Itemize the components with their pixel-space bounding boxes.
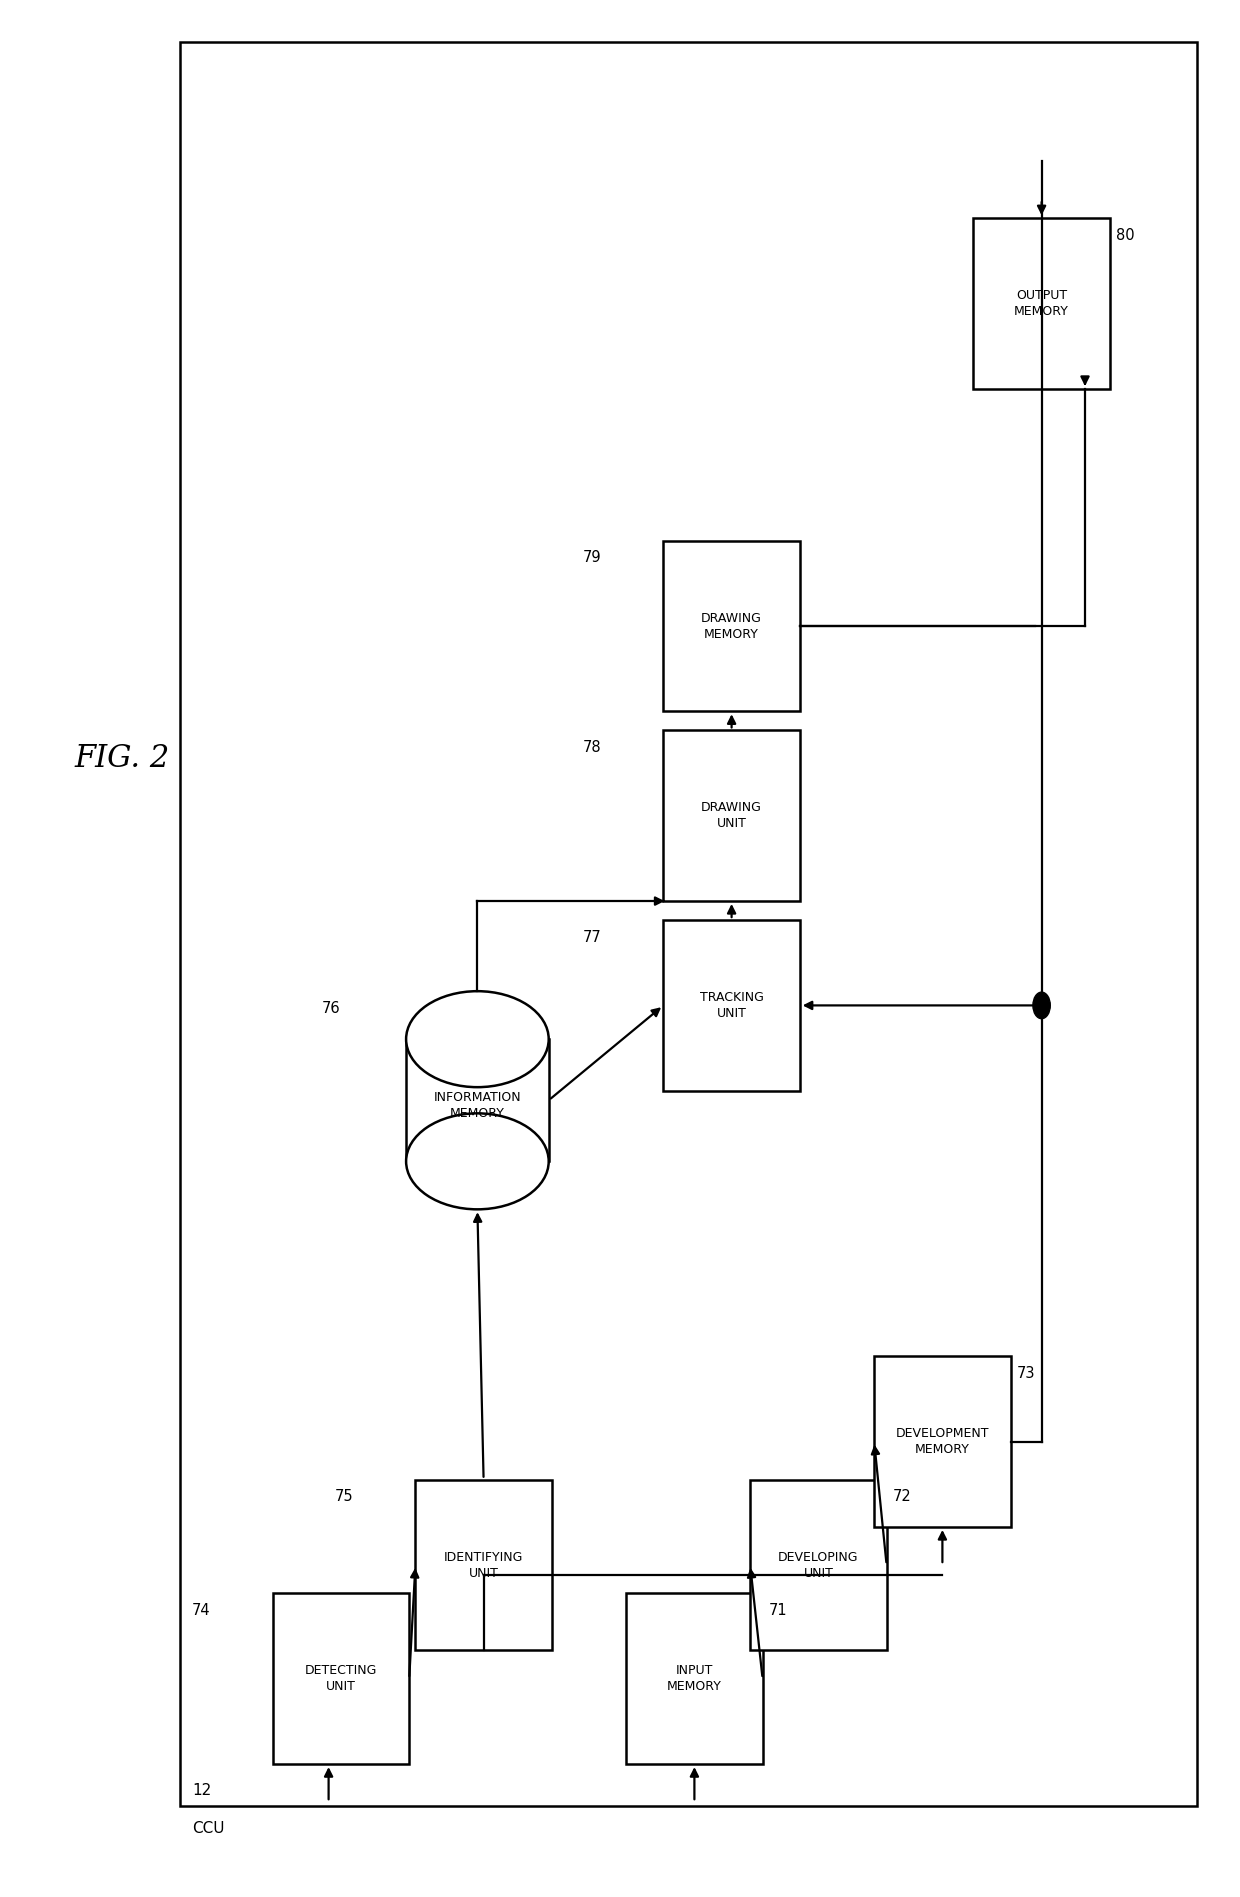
Text: 72: 72 bbox=[893, 1489, 911, 1504]
Text: DRAWING
MEMORY: DRAWING MEMORY bbox=[701, 611, 763, 641]
Text: 12: 12 bbox=[192, 1783, 212, 1798]
Text: DRAWING
UNIT: DRAWING UNIT bbox=[701, 801, 763, 831]
Text: INFORMATION
MEMORY: INFORMATION MEMORY bbox=[434, 1091, 521, 1119]
Bar bbox=[874, 1356, 1011, 1527]
Text: 71: 71 bbox=[769, 1603, 787, 1618]
Circle shape bbox=[1033, 992, 1050, 1019]
Ellipse shape bbox=[405, 1114, 549, 1210]
Bar bbox=[273, 1593, 409, 1764]
Bar bbox=[415, 1480, 552, 1650]
Bar bbox=[750, 1480, 887, 1650]
Text: 73: 73 bbox=[1017, 1366, 1035, 1381]
Ellipse shape bbox=[405, 990, 549, 1087]
Text: 78: 78 bbox=[583, 740, 601, 755]
Bar bbox=[663, 920, 800, 1091]
Bar bbox=[663, 730, 800, 901]
Text: 79: 79 bbox=[583, 550, 601, 565]
Text: 76: 76 bbox=[322, 1002, 341, 1015]
Bar bbox=[663, 541, 800, 711]
Bar bbox=[626, 1593, 763, 1764]
Text: DEVELOPING
UNIT: DEVELOPING UNIT bbox=[779, 1550, 858, 1580]
Text: 74: 74 bbox=[192, 1603, 211, 1618]
Text: CCU: CCU bbox=[192, 1821, 224, 1836]
Bar bbox=[180, 42, 1197, 1806]
Text: DETECTING
UNIT: DETECTING UNIT bbox=[305, 1664, 377, 1694]
Text: INPUT
MEMORY: INPUT MEMORY bbox=[667, 1664, 722, 1694]
Text: IDENTIFYING
UNIT: IDENTIFYING UNIT bbox=[444, 1550, 523, 1580]
Text: 77: 77 bbox=[583, 930, 601, 945]
Text: FIG. 2: FIG. 2 bbox=[74, 744, 170, 774]
Bar bbox=[407, 1040, 549, 1161]
Text: OUTPUT
MEMORY: OUTPUT MEMORY bbox=[1014, 288, 1069, 319]
Text: 75: 75 bbox=[335, 1489, 353, 1504]
Text: 80: 80 bbox=[1116, 228, 1135, 243]
Bar bbox=[973, 218, 1110, 389]
Text: TRACKING
UNIT: TRACKING UNIT bbox=[699, 990, 764, 1021]
Text: DEVELOPMENT
MEMORY: DEVELOPMENT MEMORY bbox=[895, 1427, 990, 1457]
